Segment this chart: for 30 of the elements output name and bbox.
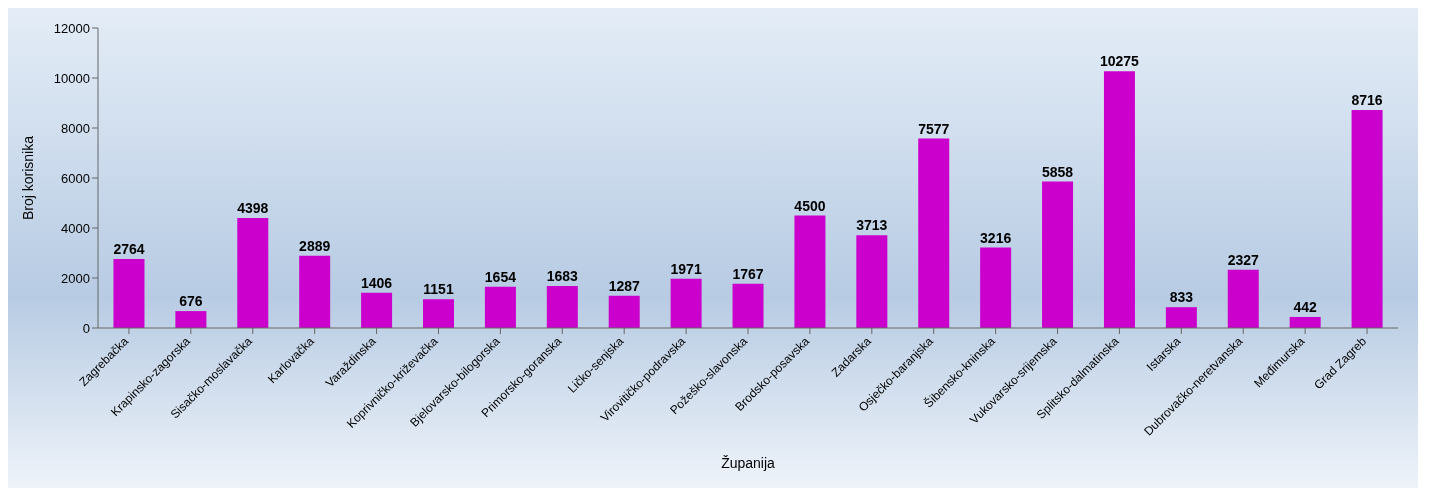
y-tick-label: 0 (82, 320, 90, 336)
data-label: 1654 (484, 268, 517, 285)
data-label: 1971 (670, 260, 702, 277)
y-tick-label: 6000 (61, 170, 90, 186)
y-tick-label: 10000 (53, 70, 90, 86)
data-label: 2327 (1227, 251, 1260, 268)
data-label: 4398 (237, 200, 269, 217)
y-tick-label: 8000 (61, 120, 90, 136)
data-label: 7577 (918, 120, 950, 137)
data-label: 1767 (732, 265, 764, 282)
data-label: 1683 (546, 267, 579, 284)
data-label: 8716 (1351, 92, 1383, 109)
data-label: 2764 (113, 240, 145, 257)
data-label: 442 (1293, 298, 1318, 315)
data-label: 1151 (423, 281, 454, 298)
data-label: 4500 (794, 197, 826, 214)
data-label: 3216 (980, 229, 1012, 246)
data-label: 1287 (608, 277, 640, 294)
data-label: 3713 (856, 217, 888, 234)
x-axis-title: Županija (721, 455, 776, 471)
y-tick-label: 4000 (61, 220, 90, 236)
data-label: 1406 (361, 274, 393, 291)
y-axis-title: Broj korisnika (19, 135, 36, 221)
y-tick-label: 12000 (53, 20, 90, 36)
data-label: 10275 (1099, 53, 1140, 70)
y-tick-label: 2000 (61, 270, 90, 286)
data-label: 5858 (1041, 163, 1074, 180)
data-label: 2889 (299, 237, 331, 254)
data-label: 676 (179, 293, 203, 310)
data-label: 833 (1169, 289, 1194, 306)
